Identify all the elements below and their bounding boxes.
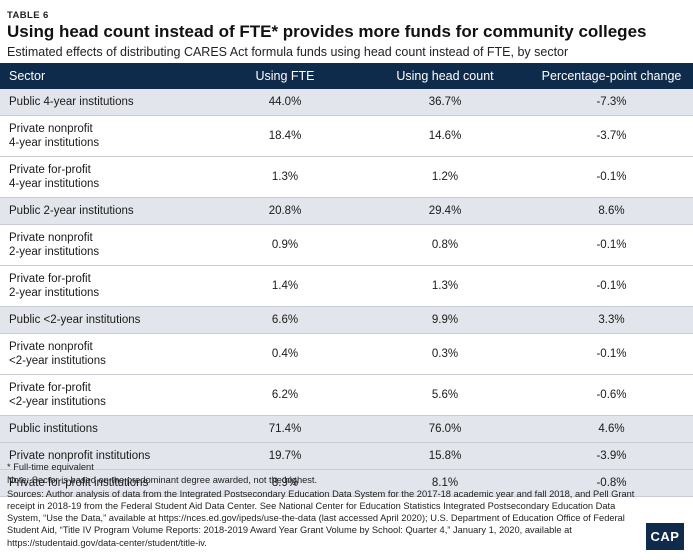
data-table-container: Sector Using FTE Using head count Percen…: [0, 63, 693, 497]
table-row: Private nonprofit institutions 19.7% 15.8%…: [0, 442, 693, 470]
cell-using-head-count: 0.3%: [360, 333, 530, 375]
table-row: Private for-profit 2-year institutions 1.…: [0, 265, 693, 307]
cell-using-head-count: 1.2%: [360, 156, 530, 198]
cell-using-fte: 1.4%: [210, 265, 360, 307]
cell-using-fte: 44.0%: [210, 89, 360, 116]
table-row: Private nonprofit 4-year institutions 18.…: [0, 115, 693, 157]
footnote: * Full-time equivalent: [7, 462, 94, 472]
notes-section: * Full-time equivalent Note: Sector is b…: [7, 461, 647, 550]
header-using-head-count: Using head count: [360, 63, 530, 89]
cell-using-head-count: 5.6%: [360, 374, 530, 416]
note: Note: Sector is based on the predominant…: [7, 475, 318, 486]
table-body: Public 4-year institutions 44.0% 36.7% -7.3…: [0, 89, 693, 497]
cell-percentage-point-change: 8.6%: [530, 197, 693, 225]
cell-percentage-point-change: -0.6%: [530, 374, 693, 416]
cell-sector: Private nonprofit 2-year institutions: [0, 224, 210, 266]
cell-using-head-count: 15.8%: [360, 442, 530, 470]
cell-sector: Private for-profit <2-year institutions: [0, 374, 210, 416]
cell-using-head-count: 1.3%: [360, 265, 530, 307]
cell-sector: Private nonprofit institutions: [0, 442, 210, 470]
cell-using-fte: 0.9%: [210, 224, 360, 266]
table-row: Private nonprofit <2-year institutions 0.…: [0, 333, 693, 375]
page-subtitle: Estimated effects of distributing CARES …: [7, 45, 569, 59]
cell-percentage-point-change: -0.1%: [530, 265, 693, 307]
cell-using-fte: 6.2%: [210, 374, 360, 416]
cell-using-fte: 20.8%: [210, 197, 360, 225]
cell-using-fte: 6.6%: [210, 306, 360, 334]
cell-using-head-count: 9.9%: [360, 306, 530, 334]
header-percentage-point-change: Percentage-point change: [530, 63, 693, 89]
cell-using-head-count: 36.7%: [360, 89, 530, 116]
cell-using-fte: 18.4%: [210, 115, 360, 157]
cell-using-fte: 71.4%: [210, 415, 360, 443]
cell-percentage-point-change: -0.1%: [530, 224, 693, 266]
cell-percentage-point-change: -0.1%: [530, 156, 693, 198]
cell-percentage-point-change: -0.1%: [530, 333, 693, 375]
cell-sector: Private for-profit institutions: [0, 469, 210, 497]
table-label: TABLE 6: [7, 10, 49, 21]
table-row: Public 2-year institutions 20.8% 29.4% 8.6%: [0, 197, 693, 225]
table-row: Public <2-year institutions 6.6% 9.9% 3.3%: [0, 306, 693, 334]
cell-percentage-point-change: -3.7%: [530, 115, 693, 157]
cell-using-head-count: 14.6%: [360, 115, 530, 157]
table-row: Public 4-year institutions 44.0% 36.7% -7.3…: [0, 89, 693, 116]
table-row: Private for-profit institutions 8.9% 8.1% -…: [0, 469, 693, 497]
cap-logo: CAP: [646, 523, 684, 550]
page-title: Using head count instead of FTE* provide…: [7, 22, 647, 41]
cell-using-head-count: 29.4%: [360, 197, 530, 225]
header-sector: Sector: [0, 63, 210, 89]
cell-sector: Private for-profit 2-year institutions: [0, 265, 210, 307]
cell-using-fte: 19.7%: [210, 442, 360, 470]
table-header-row: Sector Using FTE Using head count Percen…: [0, 63, 693, 89]
table-row: Private for-profit <2-year institutions 6…: [0, 374, 693, 416]
data-table: Sector Using FTE Using head count Percen…: [0, 63, 693, 497]
cell-percentage-point-change: 3.3%: [530, 306, 693, 334]
table-row: Private nonprofit 2-year institutions 0.9…: [0, 224, 693, 266]
cell-using-fte: 1.3%: [210, 156, 360, 198]
cell-sector: Public <2-year institutions: [0, 306, 210, 334]
table-row: Public institutions 71.4% 76.0% 4.6%: [0, 415, 693, 443]
header-using-fte: Using FTE: [210, 63, 360, 89]
cell-percentage-point-change: -0.8%: [530, 469, 693, 497]
table-row: Private for-profit 4-year institutions 1.…: [0, 156, 693, 198]
cell-sector: Public 4-year institutions: [0, 89, 210, 116]
cell-sector: Private nonprofit 4-year institutions: [0, 115, 210, 157]
cell-percentage-point-change: 4.6%: [530, 415, 693, 443]
cell-using-head-count: 0.8%: [360, 224, 530, 266]
cell-sector: Public institutions: [0, 415, 210, 443]
cell-using-head-count: 76.0%: [360, 415, 530, 443]
cell-sector: Private for-profit 4-year institutions: [0, 156, 210, 198]
cell-percentage-point-change: -3.9%: [530, 442, 693, 470]
cell-using-fte: 8.9%: [210, 469, 360, 497]
cell-using-fte: 0.4%: [210, 333, 360, 375]
sources: Sources: Author analysis of data from th…: [7, 488, 635, 548]
cell-percentage-point-change: -7.3%: [530, 89, 693, 116]
cell-using-head-count: 8.1%: [360, 469, 530, 497]
cell-sector: Public 2-year institutions: [0, 197, 210, 225]
cell-sector: Private nonprofit <2-year institutions: [0, 333, 210, 375]
